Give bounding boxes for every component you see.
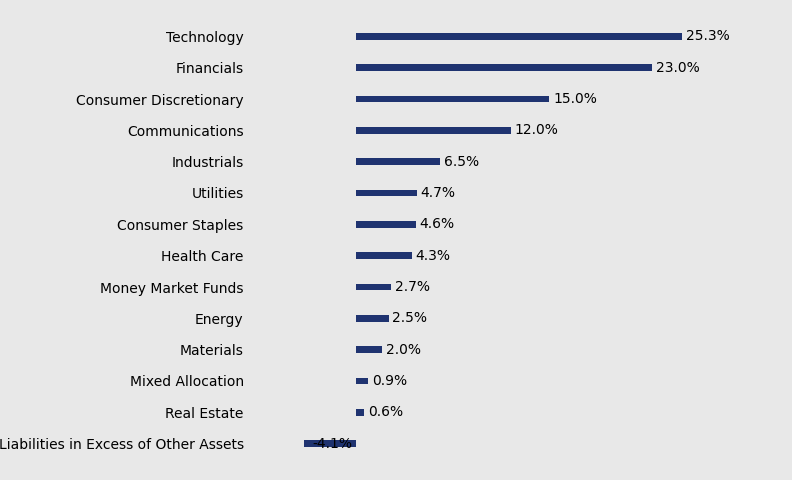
Text: 2.7%: 2.7% — [395, 280, 430, 294]
Text: 0.6%: 0.6% — [368, 405, 403, 420]
Bar — [356, 378, 368, 384]
Text: 2.0%: 2.0% — [386, 343, 421, 357]
Bar — [356, 64, 653, 71]
Bar — [356, 190, 417, 196]
Bar — [356, 252, 412, 259]
Bar — [356, 221, 416, 228]
Bar — [356, 33, 682, 40]
Text: 4.3%: 4.3% — [416, 249, 451, 263]
Bar — [303, 440, 356, 447]
Text: 0.9%: 0.9% — [372, 374, 407, 388]
Bar — [356, 127, 511, 134]
Bar — [356, 96, 550, 102]
Text: 12.0%: 12.0% — [515, 123, 558, 137]
Text: -4.1%: -4.1% — [313, 437, 352, 451]
Text: 2.5%: 2.5% — [393, 312, 428, 325]
Text: 25.3%: 25.3% — [686, 29, 729, 43]
Text: 4.7%: 4.7% — [421, 186, 455, 200]
Text: 6.5%: 6.5% — [444, 155, 479, 168]
Text: 15.0%: 15.0% — [554, 92, 597, 106]
Bar — [356, 158, 440, 165]
Text: 23.0%: 23.0% — [657, 60, 700, 75]
Bar — [356, 284, 391, 290]
Bar — [356, 346, 383, 353]
Text: 4.6%: 4.6% — [420, 217, 455, 231]
Bar — [356, 315, 389, 322]
Bar — [356, 409, 364, 416]
